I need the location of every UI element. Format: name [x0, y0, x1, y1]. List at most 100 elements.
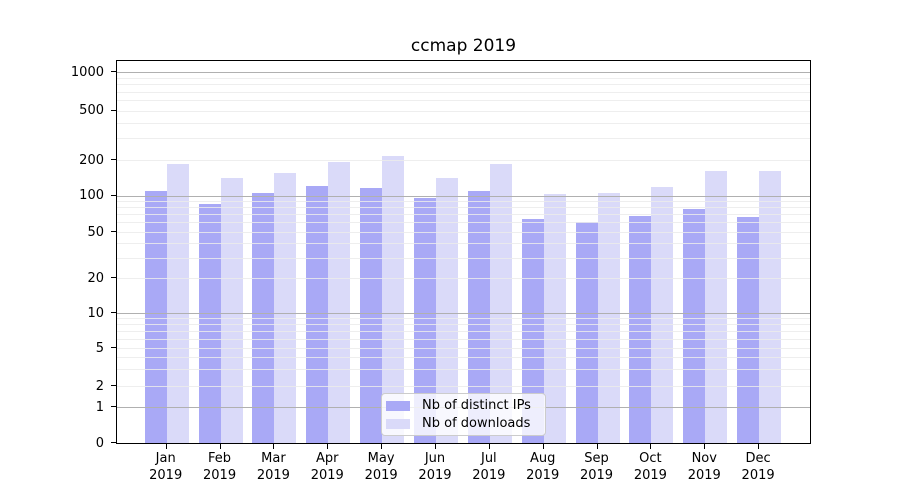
gridline-minor — [117, 207, 810, 209]
gridline-minor — [117, 214, 810, 216]
gridline-minor — [117, 257, 810, 259]
y-tick-label-2: 2 — [95, 378, 104, 394]
gridline-minor — [117, 278, 810, 279]
gridline-minor — [117, 110, 810, 112]
gridline-major — [117, 313, 810, 314]
bar-distinct-ips-nov — [683, 208, 706, 443]
gridline-minor — [117, 122, 810, 124]
bars-layer — [117, 61, 810, 443]
gridline-minor — [117, 160, 810, 161]
gridline-minor — [117, 324, 810, 326]
bar-distinct-ips-feb — [198, 204, 221, 443]
gridline-minor — [117, 357, 810, 359]
x-tick-mark — [542, 444, 544, 449]
y-tick-mark — [111, 406, 116, 408]
bar-downloads-jun — [435, 178, 458, 443]
gridline-minor — [117, 369, 810, 371]
bar-downloads-jul — [489, 164, 512, 443]
y-tick-mark — [111, 194, 116, 196]
x-tick-label-feb: Feb 2019 — [203, 451, 237, 483]
x-tick-label-mar: Mar 2019 — [256, 451, 290, 483]
x-tick-label-oct: Oct 2019 — [633, 451, 667, 483]
bar-distinct-ips-may — [360, 187, 383, 443]
gridline-minor — [117, 318, 810, 320]
x-tick-label-may: May 2019 — [364, 451, 398, 483]
chart-title: ccmap 2019 — [410, 36, 517, 56]
y-tick-label-0: 0 — [95, 435, 104, 451]
bar-distinct-ips-mar — [252, 192, 275, 443]
y-tick-label-100: 100 — [79, 188, 104, 203]
x-tick-mark — [434, 444, 436, 449]
y-tick-label-20: 20 — [87, 270, 104, 286]
x-tick-mark — [165, 444, 167, 449]
x-tick-mark — [758, 444, 760, 449]
x-tick-label-jul: Jul 2019 — [472, 451, 506, 483]
gridline-minor — [117, 386, 810, 387]
y-tick-label-1000: 1000 — [70, 64, 104, 80]
y-tick-mark — [111, 442, 116, 444]
y-tick-label-500: 500 — [79, 103, 104, 118]
x-tick-mark — [488, 444, 490, 449]
x-tick-label-dec: Dec 2019 — [741, 451, 775, 483]
gridline-minor — [117, 222, 810, 224]
legend-item-downloads: Nb of downloads — [386, 416, 537, 431]
x-tick-mark — [704, 444, 706, 449]
bar-distinct-ips-jun — [413, 198, 436, 443]
x-tick-label-apr: Apr 2019 — [310, 451, 344, 483]
gridline-minor — [117, 331, 810, 333]
gridline-minor — [117, 138, 810, 140]
bar-downloads-nov — [705, 170, 728, 443]
x-tick-label-jan: Jan 2019 — [149, 451, 183, 483]
y-tick-label-5: 5 — [95, 340, 104, 356]
x-tick-mark — [327, 444, 329, 449]
legend: Nb of distinct IPs Nb of downloads — [381, 393, 546, 436]
gridline-minor — [117, 91, 810, 93]
grid-layer — [117, 61, 810, 443]
plot-area — [116, 60, 811, 444]
y-tick-mark — [111, 71, 116, 72]
x-tick-label-jun: Jun 2019 — [418, 451, 452, 483]
x-tick-mark — [273, 444, 275, 449]
bar-distinct-ips-apr — [306, 186, 329, 443]
y-tick-label-1: 1 — [95, 399, 104, 415]
x-tick-mark — [650, 444, 652, 449]
bar-downloads-jan — [166, 164, 189, 443]
bar-distinct-ips-jul — [467, 190, 490, 443]
legend-label: Nb of downloads — [422, 416, 531, 431]
x-tick-label-aug: Aug 2019 — [526, 451, 560, 483]
bar-downloads-may — [382, 155, 405, 443]
bar-downloads-apr — [328, 161, 351, 443]
bar-downloads-dec — [759, 170, 782, 443]
y-tick-mark — [111, 231, 116, 232]
y-tick-mark — [111, 277, 116, 278]
bar-downloads-oct — [651, 186, 674, 443]
gridline-minor — [117, 232, 810, 233]
bar-distinct-ips-sep — [575, 222, 598, 443]
bar-distinct-ips-jan — [144, 190, 167, 443]
gridline-major — [117, 72, 810, 73]
gridline-minor — [117, 100, 810, 102]
x-tick-mark — [219, 444, 221, 449]
bar-downloads-mar — [274, 172, 297, 443]
bar-downloads-sep — [597, 193, 620, 443]
gridline-major — [117, 195, 810, 197]
bar-downloads-feb — [220, 178, 243, 443]
legend-item-distinct-ips: Nb of distinct IPs — [386, 398, 537, 413]
downloads-swatch-icon — [386, 418, 410, 429]
y-tick-label-10: 10 — [87, 305, 104, 321]
y-tick-label-200: 200 — [79, 152, 104, 168]
x-tick-mark — [596, 444, 598, 449]
y-tick-mark — [111, 312, 116, 313]
gridline-minor — [117, 348, 810, 350]
legend-label: Nb of distinct IPs — [422, 398, 531, 413]
x-tick-label-sep: Sep 2019 — [579, 451, 614, 483]
y-tick-mark — [111, 159, 116, 160]
gridline-minor — [117, 339, 810, 340]
y-tick-mark — [111, 347, 116, 349]
gridline-minor — [117, 201, 810, 203]
y-tick-mark — [111, 109, 116, 111]
distinct-ips-swatch-icon — [386, 400, 410, 411]
y-tick-label-50: 50 — [87, 224, 104, 240]
x-tick-label-nov: Nov 2019 — [687, 451, 721, 483]
